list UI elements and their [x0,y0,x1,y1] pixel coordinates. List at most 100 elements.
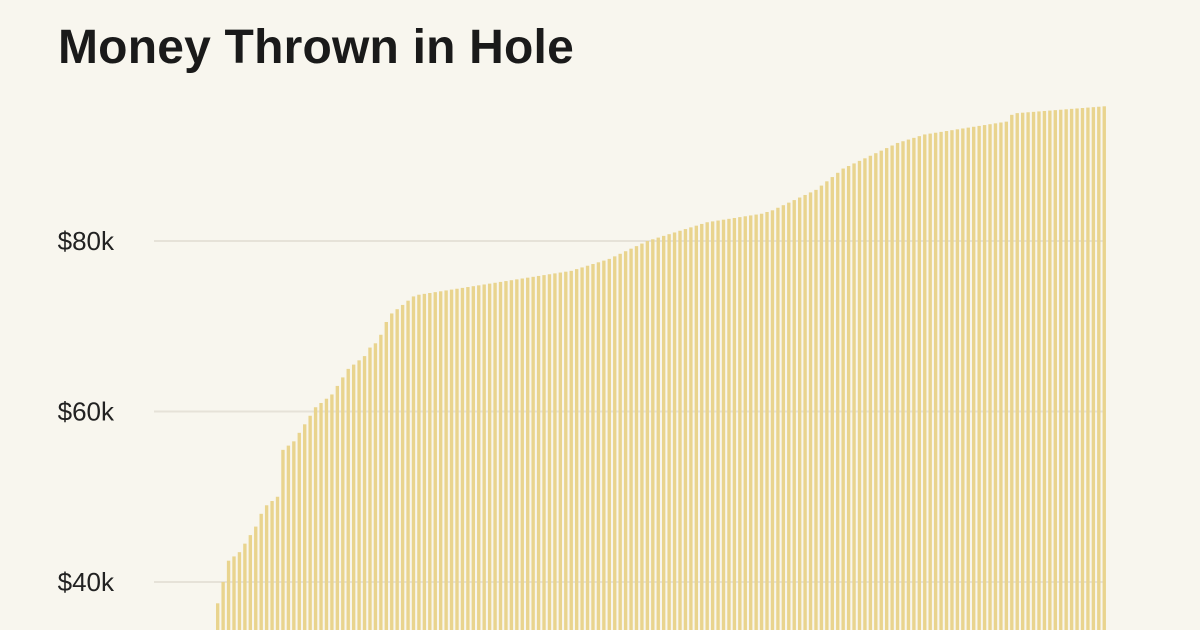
bar [390,313,394,630]
bar [591,264,595,630]
bar [961,128,965,630]
bar [749,215,753,630]
bar [482,284,486,630]
bar [330,394,334,630]
bar [264,505,269,630]
bar [700,223,704,630]
bar [678,230,682,630]
bar [792,200,796,630]
bar [634,246,639,630]
bar [1004,121,1009,630]
bar [993,123,998,630]
bar [732,217,737,630]
bar [286,445,291,630]
bar [1091,107,1096,630]
bar [770,210,775,630]
bar [526,277,530,630]
bar [830,177,834,630]
bar [754,214,758,630]
bar [765,212,769,630]
bar [270,501,274,630]
bar [493,282,497,630]
bar [759,213,764,630]
bar [1102,106,1106,630]
bar [515,279,519,630]
bar [825,181,829,630]
bar [439,291,443,630]
bar [373,343,378,630]
bar [504,281,508,630]
bar [895,142,900,630]
bar [814,189,818,630]
bar [623,251,628,630]
bar [313,407,318,630]
bar [710,221,715,630]
bar [923,134,927,630]
chart-title: Money Thrown in Hole [58,21,574,74]
bar [368,347,372,630]
bar [417,294,421,630]
bar [232,556,236,630]
bar [1048,110,1052,630]
bar [1026,112,1030,630]
bar [705,222,709,630]
bar [547,274,552,630]
bar [972,126,976,630]
y-axis-labels: $40k $60k $80k [58,226,115,597]
bar [743,216,747,630]
bar [303,424,307,630]
bar [477,285,481,630]
bar [651,239,655,630]
bar [471,286,475,630]
bar [672,232,677,630]
bar [787,202,791,630]
bar [857,160,862,630]
bar [912,137,916,630]
bar [254,526,258,630]
bar [466,287,470,630]
bar [226,560,231,630]
bar [863,158,867,630]
bar [292,441,296,630]
bar [982,125,987,630]
bar [564,271,568,630]
bar [221,582,225,630]
bar [362,356,367,630]
bar [498,281,503,630]
bar [716,220,720,630]
bar [939,131,943,630]
bar [797,197,802,630]
y-tick-label: $40k [58,567,115,597]
bar [460,287,465,630]
bar [966,127,970,630]
bar [346,368,350,630]
bar [536,275,541,630]
bar [1059,109,1063,630]
bar [248,535,252,630]
bar [411,296,416,630]
bar [999,122,1003,630]
bar [607,258,611,630]
bar [662,235,666,630]
bar [308,415,312,630]
bar [406,300,410,630]
bar [874,153,878,630]
bar [341,377,345,630]
bar [558,272,563,630]
bar [776,207,780,630]
bar [977,125,981,630]
bar [846,165,851,630]
bar [1053,110,1057,630]
bar [585,265,590,630]
bar [319,402,323,630]
bar [379,334,383,630]
bar [449,289,454,630]
bar [1075,108,1079,630]
bar [841,168,845,630]
bar [928,133,932,630]
bar [738,217,742,630]
bar [433,292,437,630]
bar [879,150,883,630]
bar [689,227,693,630]
